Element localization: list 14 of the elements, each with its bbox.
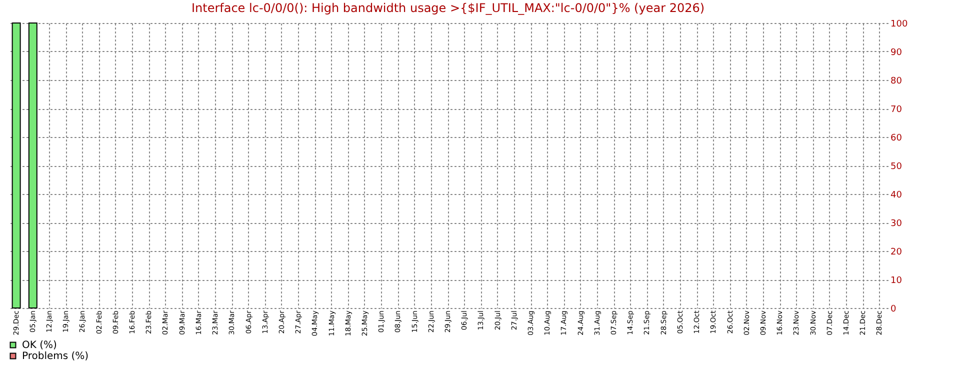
y-tick-label: 30 bbox=[890, 219, 902, 229]
y-tick-label: 20 bbox=[890, 248, 902, 258]
legend-label: OK (%) bbox=[22, 340, 58, 351]
y-tick-label: 100 bbox=[890, 20, 908, 30]
y-tick-label: 90 bbox=[890, 48, 902, 58]
y-tick-label: 10 bbox=[890, 276, 902, 286]
y-tick-label: 70 bbox=[890, 105, 902, 115]
y-tick-label: 50 bbox=[890, 162, 902, 172]
legend-label: Problems (%) bbox=[22, 351, 89, 362]
y-tick-label: 80 bbox=[890, 76, 902, 86]
chart-title: Interface lc-0/0/0(): High bandwidth usage >{$IF_UTIL_MAX:"lc-0/0/0"}% (year 2026) bbox=[191, 1, 705, 15]
y-tick-label: 60 bbox=[890, 134, 902, 144]
y-tick-label: 40 bbox=[890, 190, 902, 200]
y-tick-label: 0 bbox=[890, 304, 896, 314]
